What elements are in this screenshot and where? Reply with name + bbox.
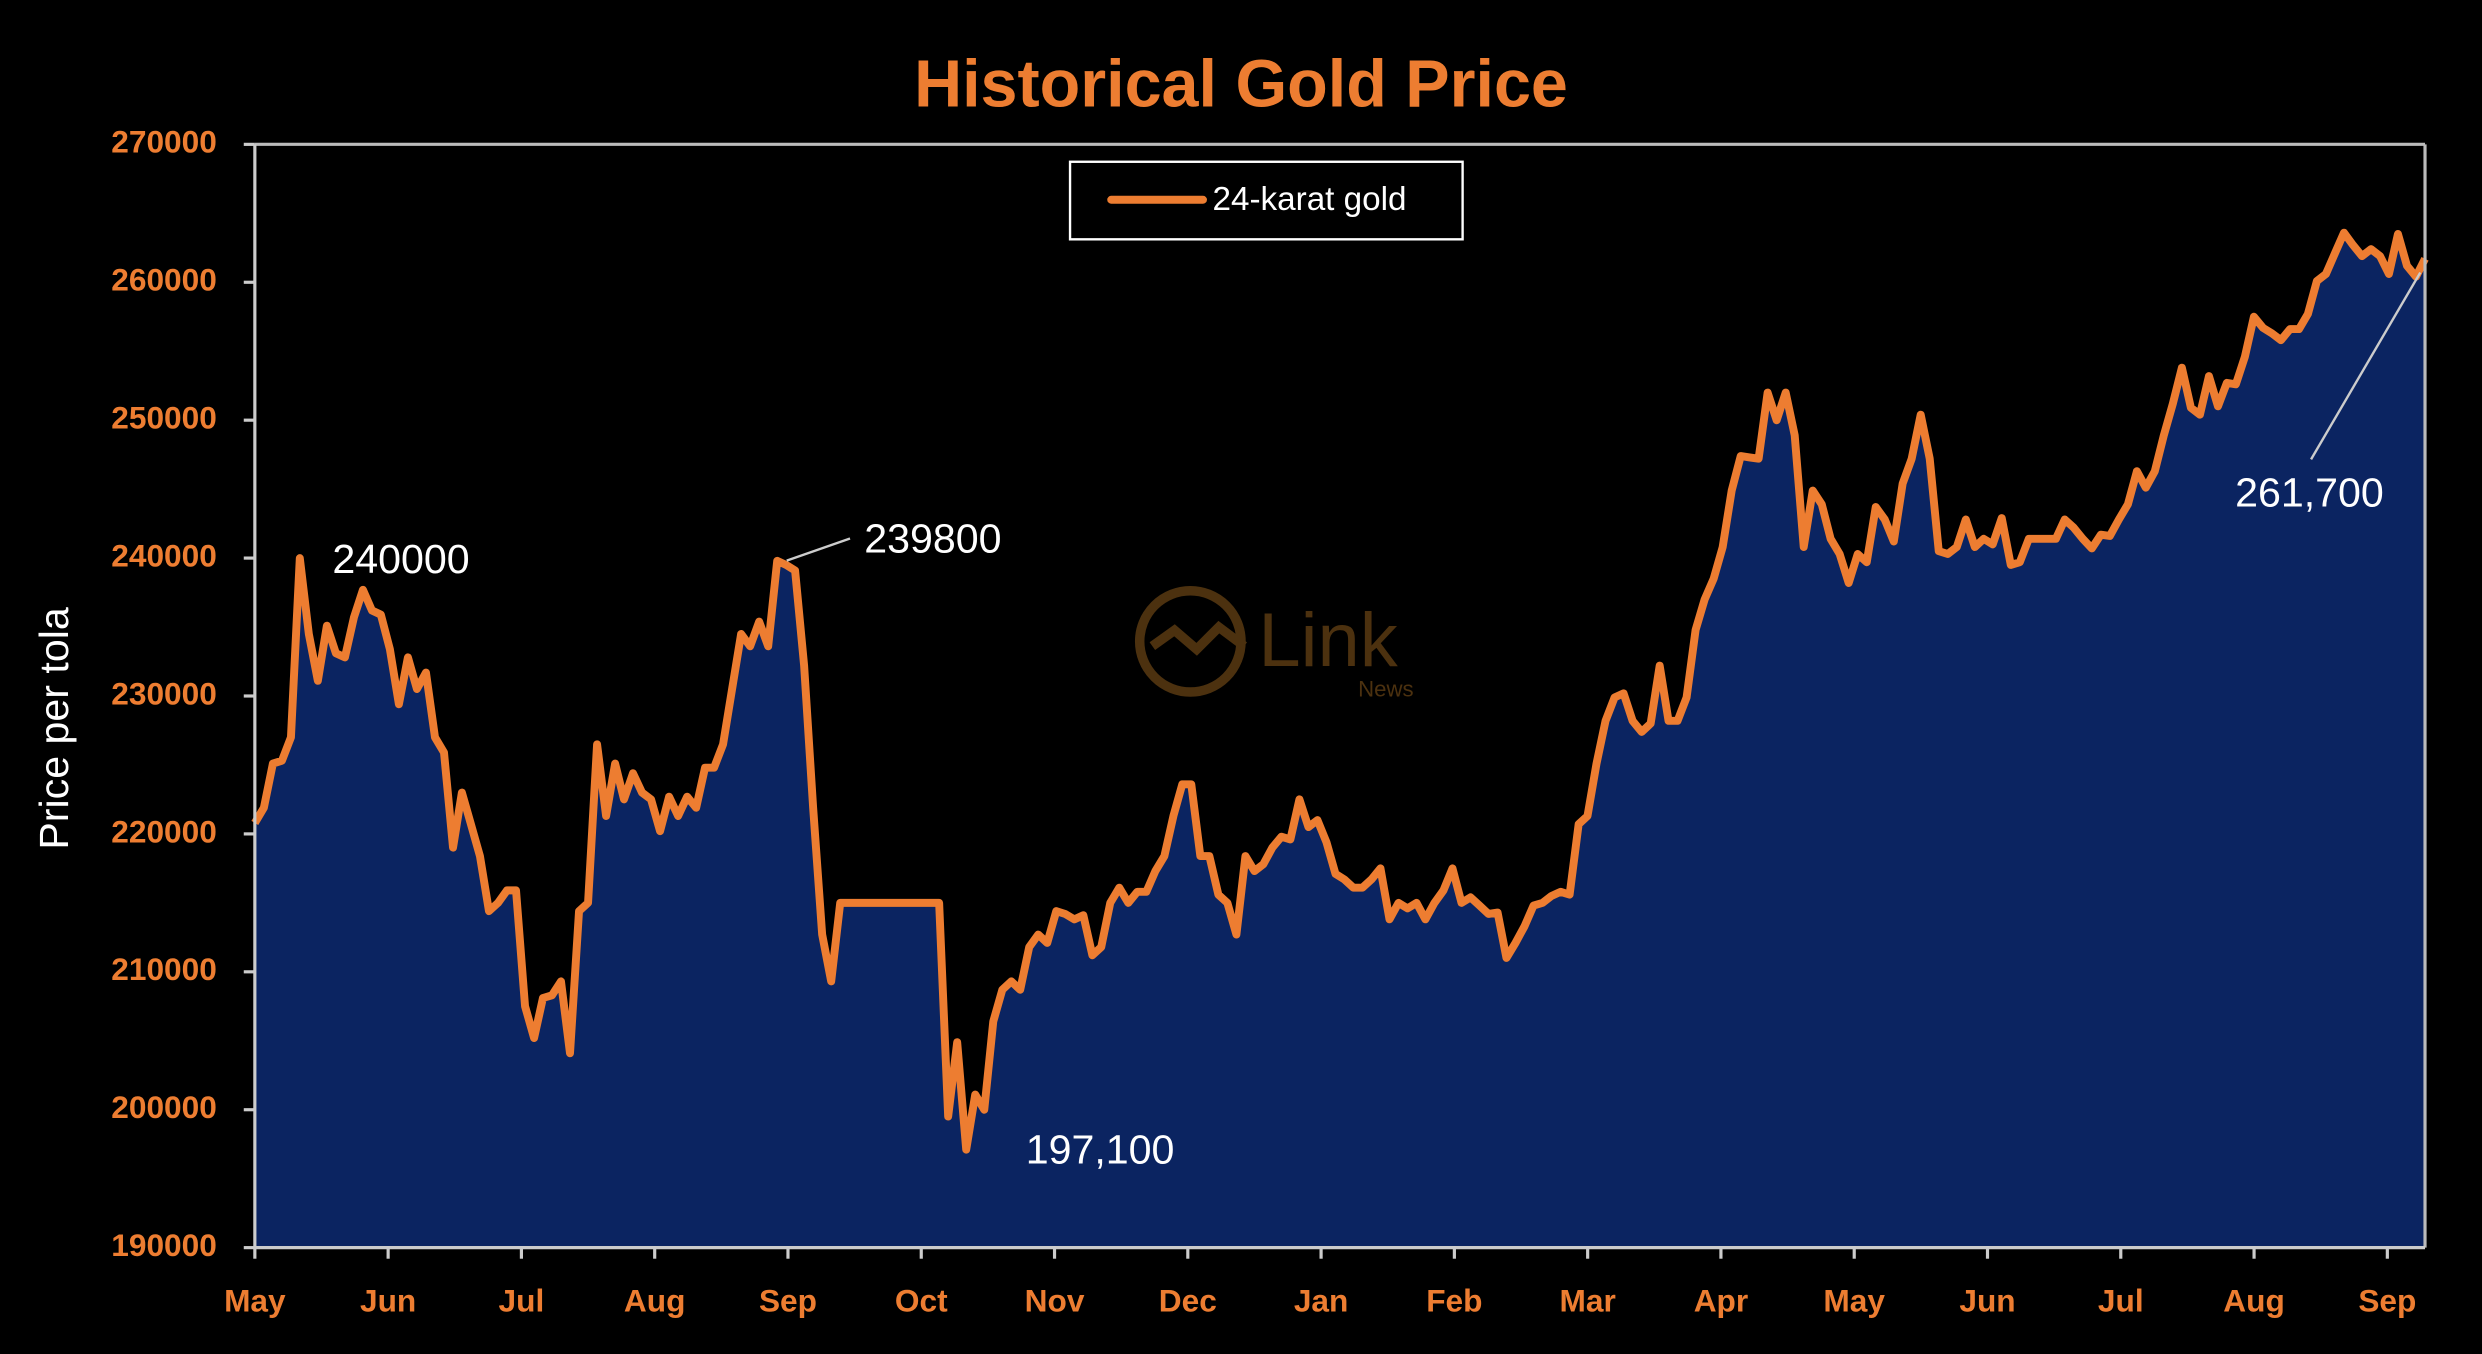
x-tick-label: Sep [759,1282,817,1318]
x-tick-label: May [224,1282,286,1318]
annotation: 239800 [864,516,1001,562]
x-tick-label: Jul [2098,1282,2144,1318]
x-tick-label: May [1823,1282,1885,1318]
x-tick-label: Oct [895,1282,948,1318]
x-tick-label: Jun [1959,1282,2015,1318]
x-tick-label: Jan [1294,1282,1349,1318]
annotation: 261,700 [2235,470,2384,516]
x-tick-label: Mar [1560,1282,1616,1318]
plot-area: 190000 200000 210000 220000 230000 240000 2500… [111,124,2429,1318]
watermark: Link News [1134,585,1414,701]
watermark-logo [1149,620,1248,656]
x-tick-label: Feb [1426,1282,1482,1318]
y-tick-label: 200000 [111,1089,217,1125]
y-tick-label: 250000 [111,400,217,436]
y-tick-label: 230000 [111,675,217,711]
x-tick-label: Apr [1694,1282,1749,1318]
line [251,228,2429,1154]
watermark-brand: Link [1258,598,1398,683]
x-tick-label: Sep [2358,1282,2416,1318]
x-tick-label: Aug [624,1282,686,1318]
x-tick-label: Aug [2223,1282,2285,1318]
watermark-sub: News [1358,676,1413,701]
area [254,232,2426,1248]
x-tick-label: Jul [499,1282,545,1318]
y-tick-label: 190000 [111,1227,217,1263]
annotation-leader [2310,271,2422,460]
y-tick-label: 270000 [111,124,217,160]
chart-title: Historical Gold Price [914,48,1568,122]
annotation-leader [786,537,851,562]
y-tick-label: 240000 [111,537,217,573]
annotation: 240000 [332,536,469,582]
y-tick-label: 260000 [111,262,217,298]
annotation: 197,100 [1026,1127,1175,1173]
y-tick-label: 220000 [111,813,217,849]
x-tick-label: Dec [1159,1282,1217,1318]
legend-label: 24-karat gold [1213,181,1407,218]
x-tick-label: Nov [1025,1282,1085,1318]
x-tick-label: Jun [360,1282,416,1318]
legend: 24-karat gold [1068,160,1464,241]
y-tick-label: 210000 [111,951,217,987]
y-axis-label: Price per tola [31,607,77,850]
